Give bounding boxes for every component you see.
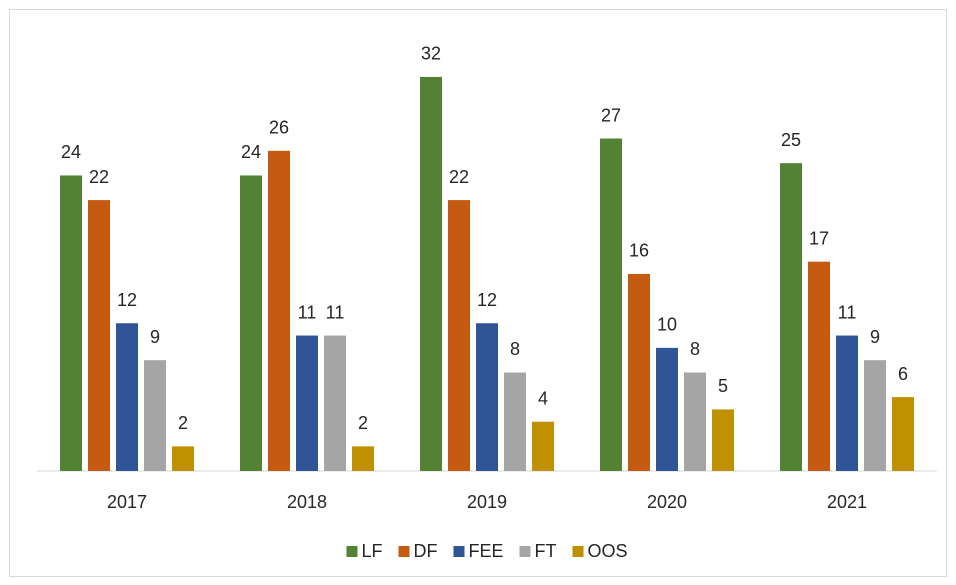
bar (836, 335, 858, 471)
data-label: 6 (898, 364, 908, 384)
bar (60, 175, 82, 471)
bar (712, 409, 734, 471)
bar (240, 175, 262, 471)
bar (684, 372, 706, 471)
legend-swatch (572, 546, 584, 557)
bar (116, 323, 138, 471)
data-label: 4 (538, 388, 548, 408)
legend-swatch (346, 546, 358, 557)
data-label: 5 (718, 376, 728, 396)
data-label: 2 (358, 413, 368, 433)
data-label: 22 (89, 167, 109, 187)
data-label: 17 (809, 228, 829, 248)
bar (600, 138, 622, 471)
bar (808, 261, 830, 471)
bar (172, 446, 194, 471)
data-label: 11 (326, 302, 345, 322)
data-label: 8 (510, 339, 520, 359)
x-tick-label: 2018 (287, 492, 327, 512)
data-label: 11 (838, 302, 857, 322)
data-label: 12 (477, 290, 497, 310)
data-label: 9 (150, 327, 160, 347)
bar (504, 372, 526, 471)
data-label: 24 (61, 142, 81, 162)
bar (420, 76, 442, 471)
data-label: 27 (601, 105, 621, 125)
legend-label: LF (361, 541, 382, 561)
data-label: 2 (178, 413, 188, 433)
legend-swatch (453, 546, 465, 557)
data-label: 25 (781, 130, 801, 150)
data-label: 26 (269, 118, 289, 138)
bar (656, 347, 678, 471)
bar (268, 150, 290, 472)
bar (144, 360, 166, 471)
data-label: 16 (629, 241, 649, 261)
bar (476, 323, 498, 471)
bar (532, 421, 554, 471)
bar (628, 273, 650, 471)
data-label: 24 (241, 142, 261, 162)
legend-label: FT (535, 541, 557, 561)
bar (780, 163, 802, 471)
bar (88, 200, 110, 472)
x-tick-label: 2020 (647, 492, 687, 512)
data-label: 9 (870, 327, 880, 347)
bar (296, 335, 318, 471)
data-label: 10 (657, 315, 677, 335)
legend-label: OOS (588, 541, 628, 561)
x-tick-label: 2017 (107, 492, 147, 512)
data-label: 22 (449, 167, 469, 187)
x-tick-label: 2019 (467, 492, 507, 512)
bar (892, 397, 914, 471)
bar (864, 360, 886, 471)
bar (448, 200, 470, 472)
data-label: 8 (690, 339, 700, 359)
data-label: 32 (421, 44, 441, 64)
x-tick-label: 2021 (827, 492, 867, 512)
data-label: 11 (298, 302, 317, 322)
legend-swatch (398, 546, 410, 557)
legend-swatch (519, 546, 531, 557)
bar (324, 335, 346, 471)
legend-label: DF (413, 541, 437, 561)
legend-label: FEE (468, 541, 503, 561)
data-label: 12 (117, 290, 137, 310)
bar (352, 446, 374, 471)
